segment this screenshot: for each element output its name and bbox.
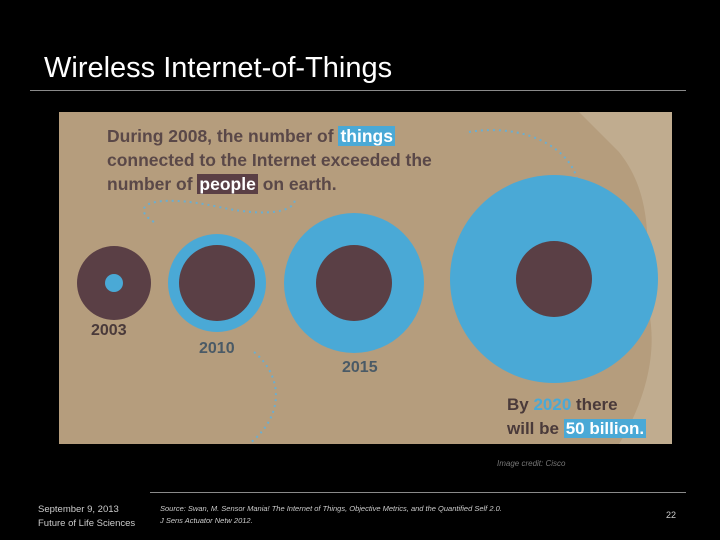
footer-org: Future of Life Sciences <box>38 518 136 529</box>
things-highlight: things <box>338 126 395 146</box>
slide-title: Wireless Internet-of-Things <box>44 52 393 84</box>
people-highlight: people <box>197 174 258 194</box>
paper-highlight <box>579 112 672 444</box>
circle-2015-people <box>316 245 392 321</box>
dotted-connector-1 <box>142 196 296 223</box>
title-divider <box>30 90 686 91</box>
image-credit: Image credit: Cisco <box>497 459 566 468</box>
footer-divider <box>150 492 686 493</box>
closing-text: By 2020 there will be 50 billion. <box>507 395 647 438</box>
infographic-image: During 2008, the number of things connec… <box>59 112 672 444</box>
footer-date: September 9, 2013 <box>38 504 119 515</box>
year-label-2015: 2015 <box>342 359 378 376</box>
year-2020-highlight: 2020 <box>533 395 572 414</box>
dotted-connector-3 <box>248 351 277 444</box>
circle-2010-people <box>179 245 255 321</box>
footer-source: Source: Swan, M. Sensor Mania! The Inter… <box>160 504 502 525</box>
circle-2020-people <box>516 241 592 317</box>
year-label-2010: 2010 <box>199 340 235 357</box>
circle-2003-things <box>105 274 123 292</box>
footer-info: September 9, 2013 Future of Life Science… <box>38 503 135 531</box>
infographic-drawing <box>77 112 672 444</box>
headline-text: During 2008, the number of things connec… <box>107 126 432 194</box>
year-label-2003: 2003 <box>91 322 127 339</box>
fifty-billion-highlight: 50 billion. <box>563 419 647 438</box>
page-number: 22 <box>666 510 677 520</box>
